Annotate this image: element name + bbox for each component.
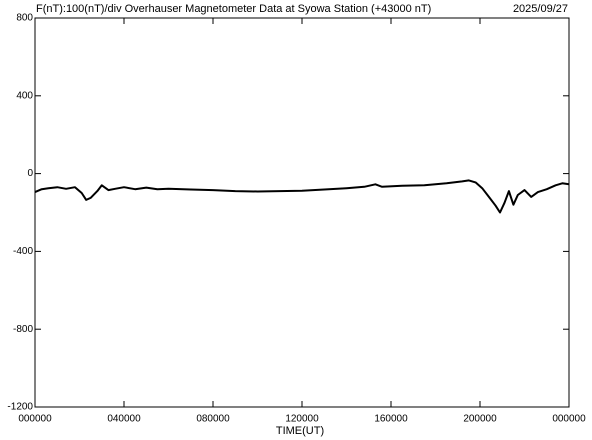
y-tick-label: 400 xyxy=(16,90,33,101)
x-tick-label: 160000 xyxy=(374,414,408,425)
y-tick-label: -1200 xyxy=(7,402,33,413)
x-tick-label: 000000 xyxy=(552,414,586,425)
y-tick-label: 0 xyxy=(27,168,33,179)
x-tick-label: 040000 xyxy=(107,414,141,425)
y-tick-label: -800 xyxy=(13,324,33,335)
x-tick-label: 120000 xyxy=(285,414,319,425)
y-tick-label: -400 xyxy=(13,246,33,257)
data-line xyxy=(34,179,570,214)
x-tick-label: 200000 xyxy=(463,414,497,425)
y-tick-label: 800 xyxy=(16,13,33,24)
chart-date: 2025/09/27 xyxy=(513,3,568,15)
x-tick-label: 000000 xyxy=(18,414,52,425)
chart-title: F(nT):100(nT)/div Overhauser Magnetomete… xyxy=(36,3,431,15)
x-axis-label: TIME(UT) xyxy=(276,425,324,437)
x-tick-label: 080000 xyxy=(196,414,230,425)
